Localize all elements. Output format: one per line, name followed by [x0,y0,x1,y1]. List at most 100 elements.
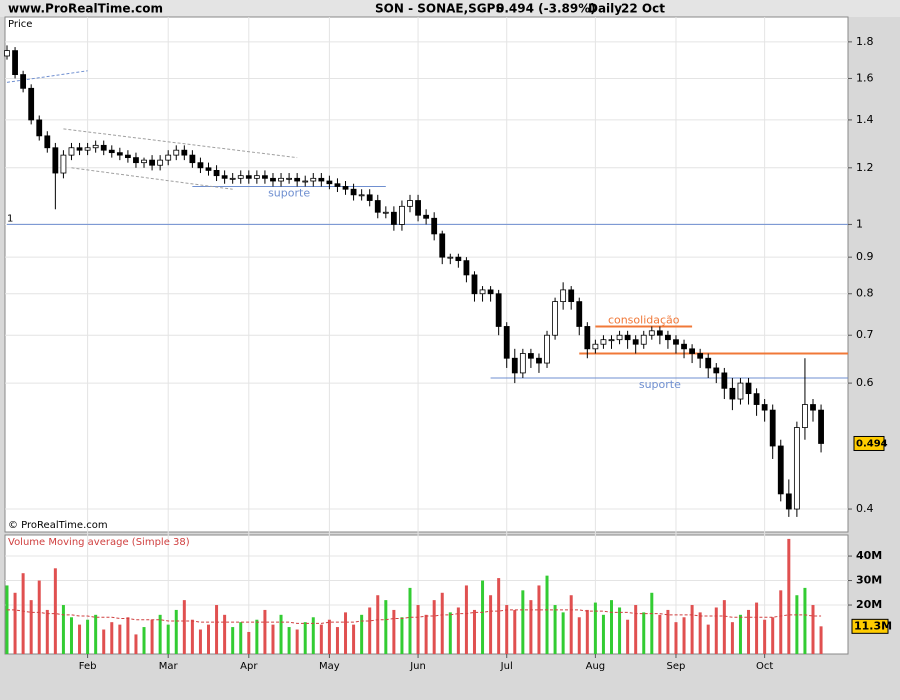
volume-bar [110,622,114,654]
candle-body [648,330,655,336]
y-tick-label: 30M [856,574,882,587]
volume-bar [13,592,17,654]
price-panel [4,16,849,533]
volume-bar [416,605,420,654]
candle-body [366,194,373,201]
candle-body [44,135,51,149]
candle-body [68,147,75,156]
volume-bar [247,631,251,654]
candle-body [665,334,671,341]
volume-bar [714,607,718,654]
candle-body [423,214,430,219]
volume-bar [795,595,799,654]
volume-bar [521,590,525,654]
volume-bar [408,587,412,654]
header-bar [0,0,900,17]
volume-bar [650,592,654,654]
candle-body [28,87,35,121]
candle-body [407,200,413,207]
candle-body [471,274,478,295]
volume-bar [231,627,235,654]
volume-bar [134,634,138,654]
candle-body [616,334,623,341]
volume-bar [674,622,678,654]
candle-body [689,348,695,354]
candle-body [181,149,188,156]
candle-body [544,334,550,364]
volume-bar [311,617,315,654]
candle-body [673,339,679,345]
volume-bar [593,602,597,654]
volume-bar [376,595,380,654]
volume-bar [319,624,323,654]
volume-bar [207,624,210,654]
candle-body [334,183,341,187]
volume-bar [271,624,275,654]
candle-body [36,119,43,137]
candle-body [326,180,333,185]
y-tick-label: 20M [856,598,882,611]
volume-bar [755,602,759,654]
candle-body [528,353,534,359]
x-tick-label: Apr [240,661,258,672]
volume-bar [497,578,501,654]
candle-body [810,404,816,411]
y-tick-label: 0.7 [856,328,874,341]
volume-bar [771,617,775,654]
volume-bar [335,627,339,654]
volume-bar [69,617,73,654]
candle-body [681,343,687,350]
x-tick-label: Sep [667,661,686,672]
annotation-text: consolidação [608,313,680,326]
volume-bar [94,614,98,654]
volume-bar [158,614,162,654]
candle-body [302,180,309,183]
candle-body [479,289,486,295]
candle-body [431,217,438,235]
trend-line [63,128,298,159]
candle-body [632,339,639,345]
current-volume-label: 11.3M [854,619,892,632]
trend-line [71,167,233,190]
volume-bar [642,612,646,654]
current-price-box [853,435,885,451]
volume-bar [682,617,686,654]
candle-body [576,301,583,327]
volume-bar [610,600,613,654]
volume-bar [747,609,751,654]
volume-bar [698,612,702,654]
candle-body [286,177,293,180]
candle-body [802,404,808,428]
volume-bar [481,580,485,654]
volume-bar [545,575,549,654]
volume-bar [505,605,509,654]
volume-bar [352,624,356,654]
candle-body [342,186,349,190]
volume-bar [126,617,130,654]
copyright: © ProRealTime.com [8,520,108,531]
volume-bar [263,609,267,654]
candle-body [818,409,824,444]
candle-body [237,175,244,179]
candle-body [197,162,204,169]
candle-body [511,357,518,374]
volume-bar [360,614,364,654]
candle-body [173,149,180,156]
candle-body [552,301,558,336]
y-tick-label: 1.6 [856,71,874,84]
candle-body [213,170,220,177]
x-tick-label: Oct [756,661,773,672]
volume-bar [464,585,468,654]
volume-bar [472,609,476,654]
candle-body [495,293,502,327]
candle-body [487,289,494,295]
volume-label: Volume Moving average (Simple 38) [8,537,190,548]
candle-body [374,200,381,213]
annotation-text: 1 [7,213,13,224]
volume-bar [400,617,404,654]
volume-bar [738,614,742,654]
x-tick-label: Jun [409,661,426,672]
candle-body [294,177,301,182]
y-tick-label: 1.2 [856,161,874,174]
volume-bar [537,585,541,654]
